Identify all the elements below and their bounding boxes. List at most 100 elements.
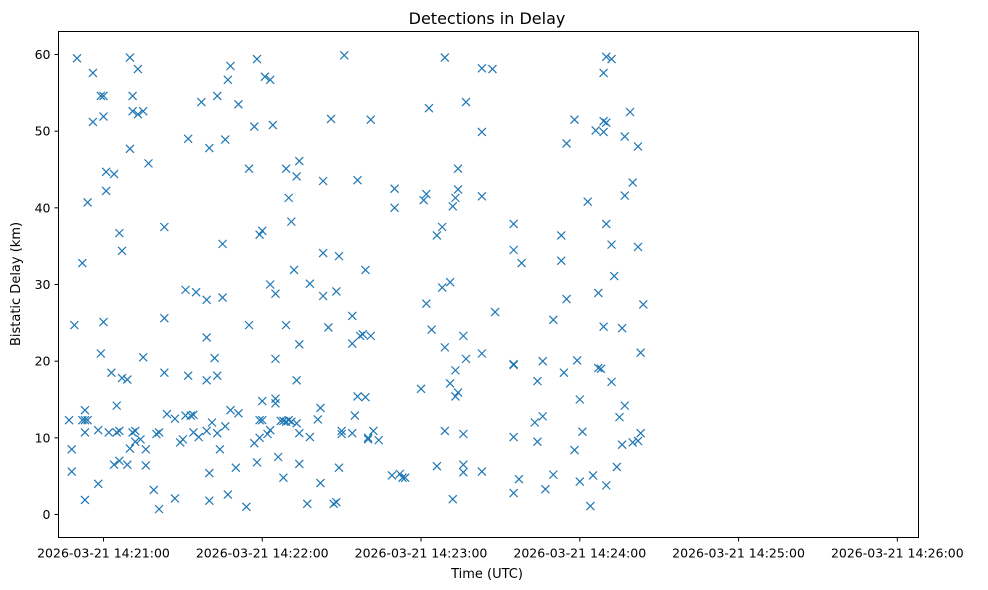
data-point xyxy=(517,258,527,268)
data-point xyxy=(548,315,558,325)
y-tick-label: 40 xyxy=(35,200,51,215)
data-point xyxy=(212,428,222,438)
data-point xyxy=(99,91,108,101)
data-point xyxy=(599,116,609,126)
data-point xyxy=(363,434,373,444)
data-point xyxy=(450,392,460,401)
data-point xyxy=(204,496,214,506)
data-point xyxy=(234,408,243,418)
data-point xyxy=(226,61,235,71)
data-point xyxy=(77,258,87,268)
data-point xyxy=(347,311,357,321)
data-point xyxy=(281,320,291,330)
data-point xyxy=(374,435,384,445)
data-point xyxy=(609,271,619,281)
plot-area xyxy=(58,31,919,538)
data-point xyxy=(572,355,582,365)
data-point xyxy=(585,501,595,511)
data-point xyxy=(538,356,548,366)
data-point xyxy=(69,320,79,330)
data-point xyxy=(112,428,122,437)
data-point xyxy=(220,421,230,431)
data-point xyxy=(286,217,296,227)
data-point xyxy=(368,426,378,436)
data-point xyxy=(628,438,638,447)
data-point xyxy=(141,444,151,454)
data-point xyxy=(562,294,571,304)
data-point xyxy=(601,219,611,229)
data-point xyxy=(636,348,646,358)
data-point xyxy=(202,375,212,385)
data-point xyxy=(138,106,148,116)
data-point xyxy=(347,339,357,348)
y-tick-label: 20 xyxy=(35,354,51,369)
data-point xyxy=(257,226,267,236)
data-point xyxy=(255,230,265,240)
data-points xyxy=(64,50,648,514)
data-point xyxy=(448,201,458,211)
data-point xyxy=(159,368,169,378)
data-point xyxy=(93,425,103,435)
data-point xyxy=(178,434,188,444)
data-point xyxy=(562,139,571,148)
data-point xyxy=(114,456,124,466)
data-point xyxy=(509,488,519,498)
data-point xyxy=(533,437,542,447)
data-point xyxy=(151,429,161,439)
data-point xyxy=(628,178,638,187)
data-point xyxy=(575,477,585,486)
data-point xyxy=(149,485,159,495)
data-point xyxy=(509,432,519,442)
data-point xyxy=(437,283,447,292)
data-point xyxy=(260,72,270,82)
data-point xyxy=(183,134,193,144)
data-point xyxy=(556,231,566,240)
x-axis-label: Time (UTC) xyxy=(450,567,523,582)
data-point xyxy=(271,398,280,408)
x-tick-label: 2026-03-21 14:24:00 xyxy=(513,546,646,561)
data-point xyxy=(191,287,201,297)
data-point xyxy=(249,122,259,131)
data-point xyxy=(284,415,294,425)
data-point xyxy=(437,222,447,232)
data-point xyxy=(390,184,399,194)
data-point xyxy=(334,251,344,261)
data-point xyxy=(128,91,138,101)
data-point xyxy=(570,445,579,455)
data-point xyxy=(189,410,198,420)
data-point xyxy=(509,359,519,369)
data-point xyxy=(128,106,138,116)
data-point xyxy=(305,279,315,289)
data-point xyxy=(109,460,119,470)
data-point xyxy=(607,240,616,250)
data-point xyxy=(265,425,275,435)
data-point xyxy=(292,171,302,181)
data-point xyxy=(450,365,460,375)
data-point xyxy=(99,317,108,327)
data-point xyxy=(599,322,609,332)
data-point xyxy=(617,440,627,450)
data-point xyxy=(316,478,325,488)
data-point xyxy=(318,248,328,258)
data-point xyxy=(159,313,169,323)
data-point xyxy=(252,54,262,64)
data-point xyxy=(122,460,132,470)
data-point xyxy=(323,323,333,332)
data-point xyxy=(278,473,288,483)
data-point xyxy=(122,375,132,384)
data-point xyxy=(318,176,328,186)
data-point xyxy=(67,467,77,476)
data-point xyxy=(387,470,397,480)
data-point xyxy=(154,504,164,514)
data-point xyxy=(509,219,519,229)
data-point xyxy=(450,193,460,203)
data-point xyxy=(223,490,233,499)
data-point xyxy=(273,452,283,462)
data-point xyxy=(154,428,164,437)
data-point xyxy=(453,185,463,194)
data-point xyxy=(509,245,519,255)
data-point xyxy=(170,414,180,424)
data-point xyxy=(331,286,341,296)
data-point xyxy=(234,99,243,109)
